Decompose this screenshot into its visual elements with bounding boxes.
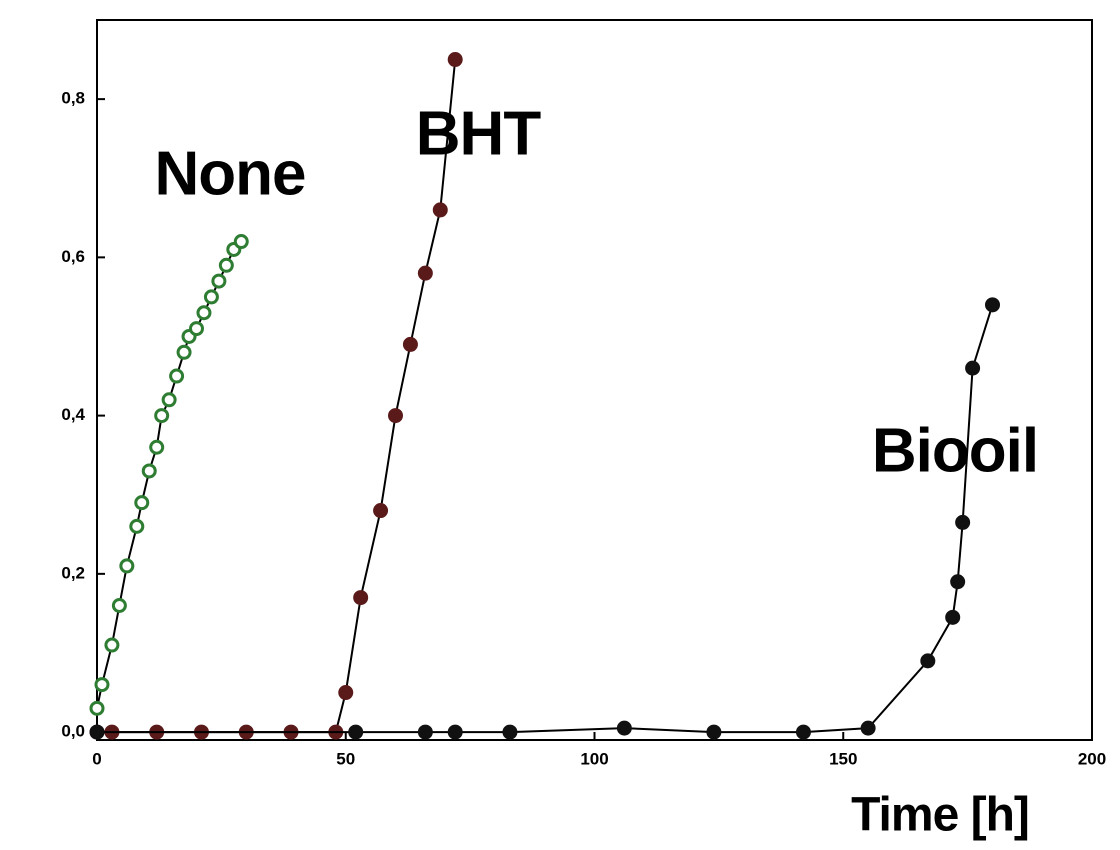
data-point xyxy=(189,321,204,337)
data-point xyxy=(348,724,364,740)
data-point xyxy=(211,273,227,289)
data-point xyxy=(706,724,722,740)
data-point xyxy=(920,653,936,669)
data-point xyxy=(373,503,389,519)
data-point xyxy=(432,202,448,218)
data-point xyxy=(94,677,110,693)
data-point xyxy=(353,590,369,606)
series-line xyxy=(96,240,243,709)
y-tick-label: 0,2 xyxy=(61,563,85,582)
y-tick-label: 0,8 xyxy=(61,89,85,108)
data-point xyxy=(134,495,150,511)
annotation: Biooil xyxy=(872,416,1038,485)
data-point xyxy=(388,408,403,424)
data-point xyxy=(141,463,157,479)
data-point xyxy=(196,305,212,321)
data-point xyxy=(402,336,418,352)
data-point xyxy=(169,368,185,384)
data-point xyxy=(233,234,249,250)
data-point xyxy=(616,720,632,736)
plot-frame xyxy=(96,19,1093,741)
data-point xyxy=(417,265,433,281)
data-point xyxy=(176,344,192,360)
data-point xyxy=(149,439,165,455)
series-line xyxy=(97,304,994,734)
data-point xyxy=(955,514,971,530)
data-point xyxy=(161,392,177,408)
data-point xyxy=(985,297,1000,313)
data-point xyxy=(950,574,966,590)
data-point xyxy=(154,408,170,424)
x-axis-label: Time [h] xyxy=(851,789,1029,842)
data-point xyxy=(104,637,120,653)
x-tick-label: 200 xyxy=(1078,749,1106,768)
x-tick-label: 150 xyxy=(829,749,857,768)
data-point xyxy=(111,597,127,613)
data-point xyxy=(119,558,135,574)
data-point xyxy=(945,609,961,625)
data-point xyxy=(417,724,433,740)
data-point xyxy=(218,257,234,273)
x-tick-label: 100 xyxy=(580,749,608,768)
data-point xyxy=(795,724,811,740)
data-point xyxy=(447,52,463,68)
x-tick-label: 0 xyxy=(92,749,101,768)
annotation: None xyxy=(155,139,306,208)
data-point xyxy=(965,360,981,376)
data-point xyxy=(338,685,354,701)
data-point xyxy=(129,518,145,534)
data-point xyxy=(860,720,876,736)
data-point xyxy=(89,700,105,716)
x-tick-label: 50 xyxy=(336,749,355,768)
annotation: BHT xyxy=(416,99,542,168)
y-tick-label: 0,4 xyxy=(61,405,85,424)
data-point xyxy=(502,724,518,740)
data-point xyxy=(89,724,105,740)
data-point xyxy=(447,724,463,740)
y-tick-label: 0,6 xyxy=(61,247,85,266)
y-tick-label: 0,0 xyxy=(61,722,85,741)
data-point xyxy=(203,289,219,305)
